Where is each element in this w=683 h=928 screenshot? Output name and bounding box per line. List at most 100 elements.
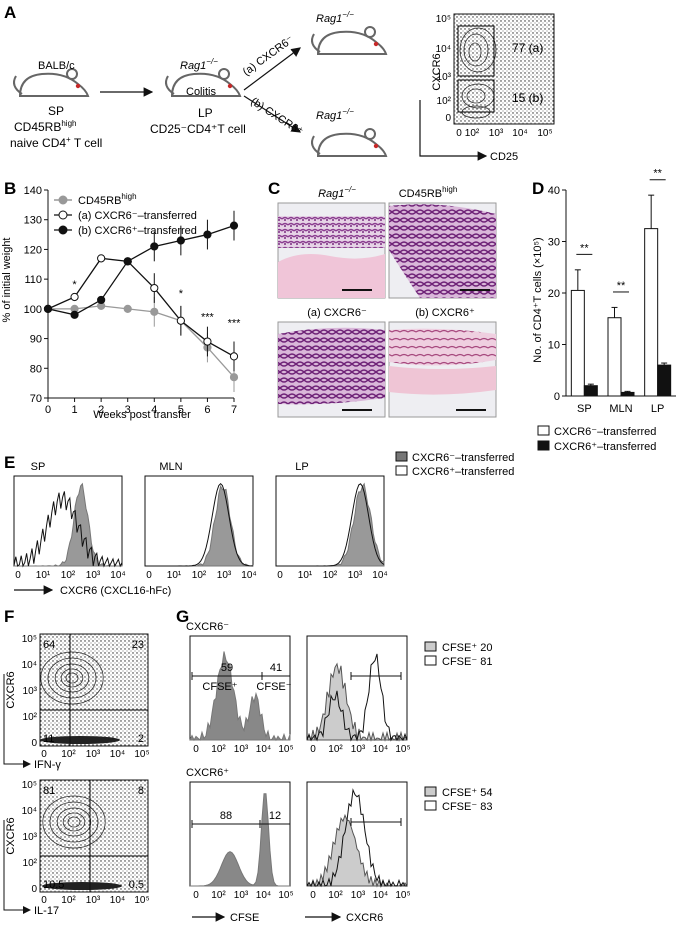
- bar: [620, 391, 635, 397]
- data-point: [123, 304, 132, 313]
- x-tick-label: 10²: [211, 890, 226, 901]
- flow-a-ylabel: CXCR6: [431, 53, 443, 90]
- legend-item: CXCR6⁻–transferred: [412, 452, 514, 464]
- category-label: SP: [577, 403, 592, 415]
- donor-cells-line1: CD45RBhigh: [14, 119, 76, 134]
- legend-item: CXCR6⁻–transferred: [554, 426, 656, 438]
- histology-image-tr: [388, 202, 497, 299]
- x-tick-label: 10¹: [36, 570, 51, 581]
- contour: [62, 812, 86, 832]
- flow-xlabel: IFN-γ: [34, 759, 61, 771]
- x-tick-label: 10⁴: [256, 744, 271, 755]
- y-tick-label: 10⁵: [22, 780, 37, 791]
- data-point: [229, 221, 239, 230]
- quadrant-value: 11: [43, 733, 54, 745]
- significance-mark: **: [653, 168, 662, 180]
- chart-b-ylabel: % of initial weight: [1, 238, 13, 323]
- bar: [570, 289, 585, 397]
- cell-count-chart: 0 10 20 30 40 SP ** MLN ** LP **: [548, 168, 676, 415]
- data-point: [97, 254, 106, 263]
- flow-ylabel: CXCR6: [5, 817, 17, 854]
- bar: [657, 364, 672, 397]
- x-tick-label: 0: [277, 570, 283, 581]
- flow-a-xlabel: CD25: [490, 151, 518, 163]
- histogram-outline: [306, 653, 408, 742]
- g-legend-1: CFSE⁺ 20 CFSE⁻ 81: [424, 641, 492, 668]
- x-tick-label: 2: [98, 404, 104, 416]
- x-tick-label: 10⁴: [241, 570, 256, 581]
- flow-a-xtick: 10⁵: [537, 128, 552, 139]
- histo-title-tr: CD45RBhigh: [399, 185, 458, 200]
- data-point: [176, 316, 185, 325]
- hist-e-title: LP: [295, 461, 308, 473]
- y-tick-label: 110: [24, 274, 42, 286]
- flow-a-ytick: 10³: [437, 72, 452, 83]
- legend-item: CFSE⁻ 83: [442, 801, 492, 813]
- y-tick-label: 10⁵: [22, 634, 37, 645]
- histogram-outline: [276, 483, 385, 567]
- gate-b-label: 15 (b): [512, 91, 543, 105]
- flow-plot-a: 77 (a) 15 (b) CXCR6 10⁵ 10⁴ 10³ 10² 0 0 …: [419, 13, 555, 163]
- x-tick-label: 10³: [351, 744, 366, 755]
- y-tick-label: 70: [30, 393, 42, 405]
- contour: [49, 801, 99, 843]
- x-tick-label: 10⁴: [110, 895, 125, 906]
- bar: [644, 228, 659, 397]
- x-tick-label: 10⁴: [373, 890, 388, 901]
- series-line: [48, 305, 235, 378]
- chart-b-legend: CD45RBhigh (a) CXCR6⁻–transferred (b) CX…: [54, 192, 197, 237]
- flow-ylabel: CXCR6: [5, 671, 17, 708]
- category-label: MLN: [609, 403, 632, 415]
- flow-a-xtick: 10²: [465, 128, 480, 139]
- chart-d-ylabel: No. of CD4⁺T cells (×10⁵): [532, 237, 544, 362]
- recipient1-label: Rag1−/−: [180, 57, 218, 72]
- mouse-icon: [311, 128, 388, 157]
- x-tick-label: 0: [45, 404, 51, 416]
- g-xlabel-left: CFSE: [230, 912, 259, 924]
- histogram-outline: [13, 491, 123, 568]
- legend-item: CFSE⁻ 81: [442, 656, 492, 668]
- y-tick-label: 10⁴: [22, 660, 37, 671]
- flow-plot-frame: [39, 633, 149, 747]
- gate-label: CFSE⁺: [202, 681, 237, 693]
- data-point: [229, 373, 239, 382]
- x-tick-label: 10⁴: [373, 744, 388, 755]
- data-point: [123, 257, 132, 266]
- histogram-outline: [145, 482, 254, 567]
- g-legend-2: CFSE⁺ 54 CFSE⁻ 83: [424, 786, 492, 813]
- y-tick-label: 10³: [23, 832, 38, 843]
- histogram-filled: [14, 482, 123, 567]
- data-point: [70, 310, 79, 319]
- donor-tissue: SP: [48, 104, 64, 118]
- x-tick-label: 10²: [328, 744, 343, 755]
- contour: [40, 651, 104, 705]
- data-point: [70, 292, 79, 302]
- flow-a-ytick: 0: [445, 113, 451, 124]
- chart-d-legend: CXCR6⁻–transferred CXCR6⁺–transferred: [537, 425, 656, 453]
- panel-label-c: C: [268, 179, 280, 198]
- histology-image-tl: [277, 202, 386, 299]
- x-tick-label: 0: [193, 744, 199, 755]
- y-tick-label: 130: [24, 215, 42, 227]
- data-point: [176, 236, 185, 245]
- x-tick-label: 6: [204, 404, 210, 416]
- flow-a-xtick: 0: [456, 128, 462, 139]
- y-tick-label: 0: [31, 738, 37, 749]
- recipient1-cells: CD25⁻CD4⁺T cell: [150, 122, 246, 136]
- legend-item: CXCR6⁺–transferred: [412, 466, 514, 478]
- y-tick-label: 10³: [23, 686, 38, 697]
- significance-mark: *: [179, 288, 184, 300]
- x-tick-label: 10³: [348, 570, 363, 581]
- arrow-b-label: (b) CXCR6⁺: [248, 95, 305, 138]
- contour: [42, 795, 106, 849]
- contour: [54, 663, 90, 693]
- histology-image-bl: [277, 321, 386, 418]
- histology-image-br: [388, 321, 497, 418]
- x-tick-label: 10⁴: [110, 570, 125, 581]
- hist-e-title: SP: [31, 461, 46, 473]
- flow-a-xtick: 10⁴: [512, 128, 527, 139]
- x-tick-label: 4: [151, 404, 157, 416]
- series-line: [47, 225, 235, 316]
